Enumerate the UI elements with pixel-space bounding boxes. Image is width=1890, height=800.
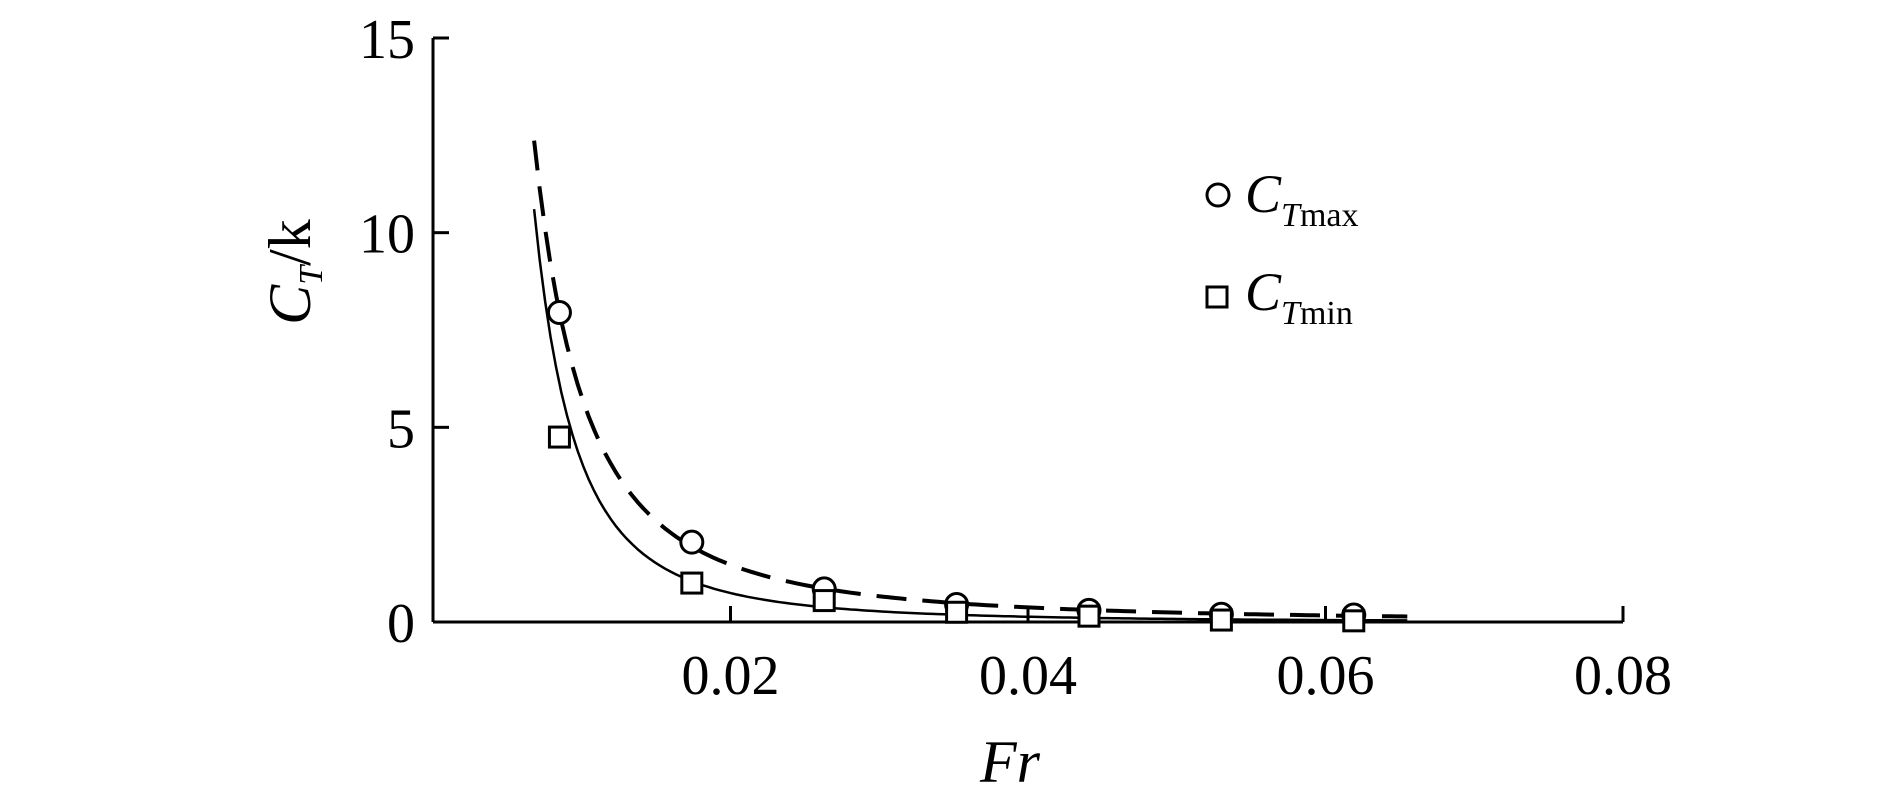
point-max [546,299,572,325]
fit-line-max [532,140,1408,619]
legend-entry-min: CTmin [1205,262,1353,332]
point-min [812,589,836,613]
fit-lines [532,140,1408,622]
legend-min-main: C [1245,262,1282,322]
legend-max-sub: max [1300,197,1359,234]
point-min [547,425,571,449]
y-axis-title-main: C [257,284,323,325]
point-min [680,571,704,595]
y-tick-label: 5 [387,398,415,460]
y-tick-label: 10 [359,204,415,266]
svg-text:CTmin: CTmin [1245,262,1353,332]
x-axis-title: Fr [979,729,1041,795]
y-tick-label: 0 [387,593,415,655]
point-min [1342,609,1366,633]
legend-max-main: C [1245,164,1282,224]
y-axis-title-sub: T [293,264,330,285]
legend-min-sub-t: T [1281,295,1302,332]
y-axis-title-rest: /k [257,219,323,266]
point-min [1077,604,1101,628]
legend-square-marker [1205,285,1229,309]
point-min [1209,608,1233,632]
data-markers [546,299,1367,633]
point-max [679,529,705,555]
point-min [945,600,969,624]
y-axis-title: CT/k [257,219,330,325]
y-tick-label: 15 [359,9,415,71]
svg-text:CT/k: CT/k [257,219,330,325]
x-tick-label: 0.06 [1277,645,1375,707]
axes: 0.02 0.04 0.06 0.08 0 5 10 15 [359,9,1672,707]
legend-max-sub-t: T [1281,197,1302,234]
x-tick-label: 0.08 [1574,645,1672,707]
legend: CTmax CTmin [1205,164,1359,332]
x-tick-label: 0.04 [979,645,1077,707]
svg-text:CTmax: CTmax [1245,164,1359,234]
fit-line-min [532,208,1408,622]
legend-min-sub: min [1300,295,1353,332]
legend-entry-max: CTmax [1205,164,1359,234]
x-tick-label: 0.02 [682,645,780,707]
legend-circle-marker [1205,182,1231,208]
